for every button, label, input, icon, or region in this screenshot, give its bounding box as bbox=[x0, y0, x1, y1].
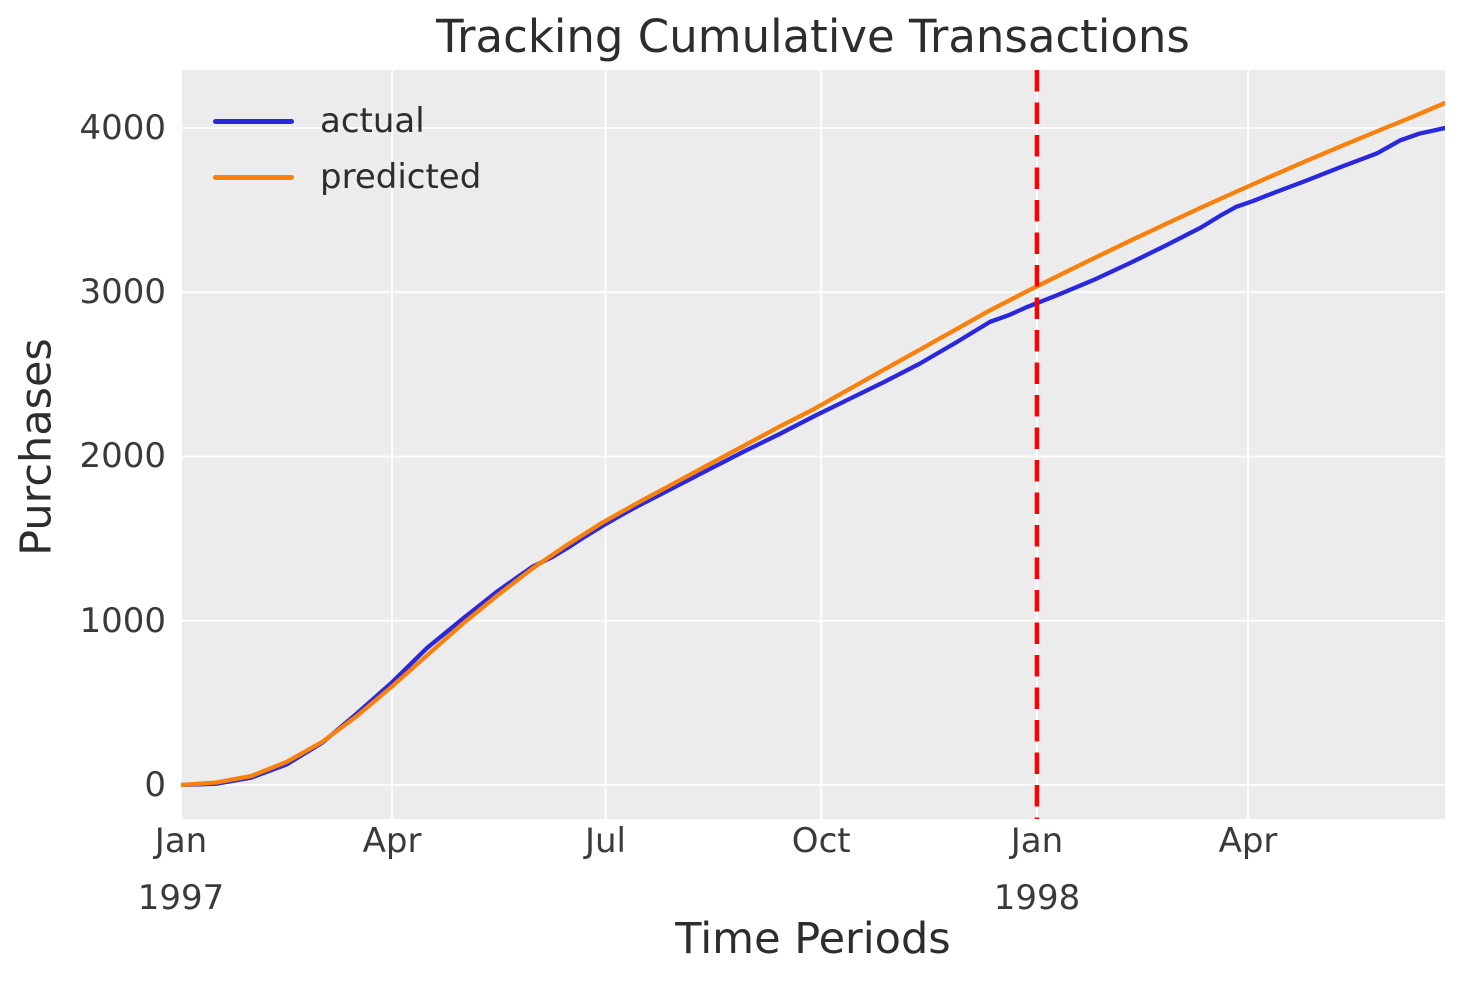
x-axis-label: Time Periods bbox=[675, 914, 951, 964]
actual-line-swatch bbox=[213, 118, 294, 124]
x-tick-label: Jan bbox=[154, 821, 208, 861]
x-tick-label: Apr bbox=[362, 821, 422, 861]
y-tick-label: 1000 bbox=[79, 600, 166, 641]
legend-item-predicted: predicted bbox=[213, 149, 481, 205]
y-tick-label: 0 bbox=[144, 764, 166, 805]
y-tick-label: 2000 bbox=[79, 436, 166, 477]
x-tick-label: Apr bbox=[1218, 821, 1278, 861]
predicted-series-line bbox=[181, 100, 1445, 788]
x-tick-year-label: 1997 bbox=[137, 878, 225, 918]
x-tick-label: Oct bbox=[791, 821, 851, 861]
legend-label-actual: actual bbox=[320, 101, 425, 141]
x-tick-year-label: 1998 bbox=[993, 878, 1081, 918]
legend: actual predicted bbox=[213, 93, 481, 205]
x-tick-label: Jul bbox=[584, 821, 626, 861]
x-tick-label: Jan bbox=[1010, 821, 1064, 861]
plot-canvas bbox=[181, 70, 1445, 819]
legend-label-predicted: predicted bbox=[320, 157, 482, 197]
y-tick-label: 3000 bbox=[79, 272, 166, 313]
plot-area: actual predicted bbox=[181, 70, 1445, 819]
y-tick-label: 4000 bbox=[79, 107, 166, 148]
actual-series-line bbox=[181, 125, 1445, 788]
legend-item-actual: actual bbox=[213, 93, 481, 149]
chart-title: Tracking Cumulative Transactions bbox=[436, 10, 1190, 63]
predicted-line-swatch bbox=[213, 174, 294, 180]
